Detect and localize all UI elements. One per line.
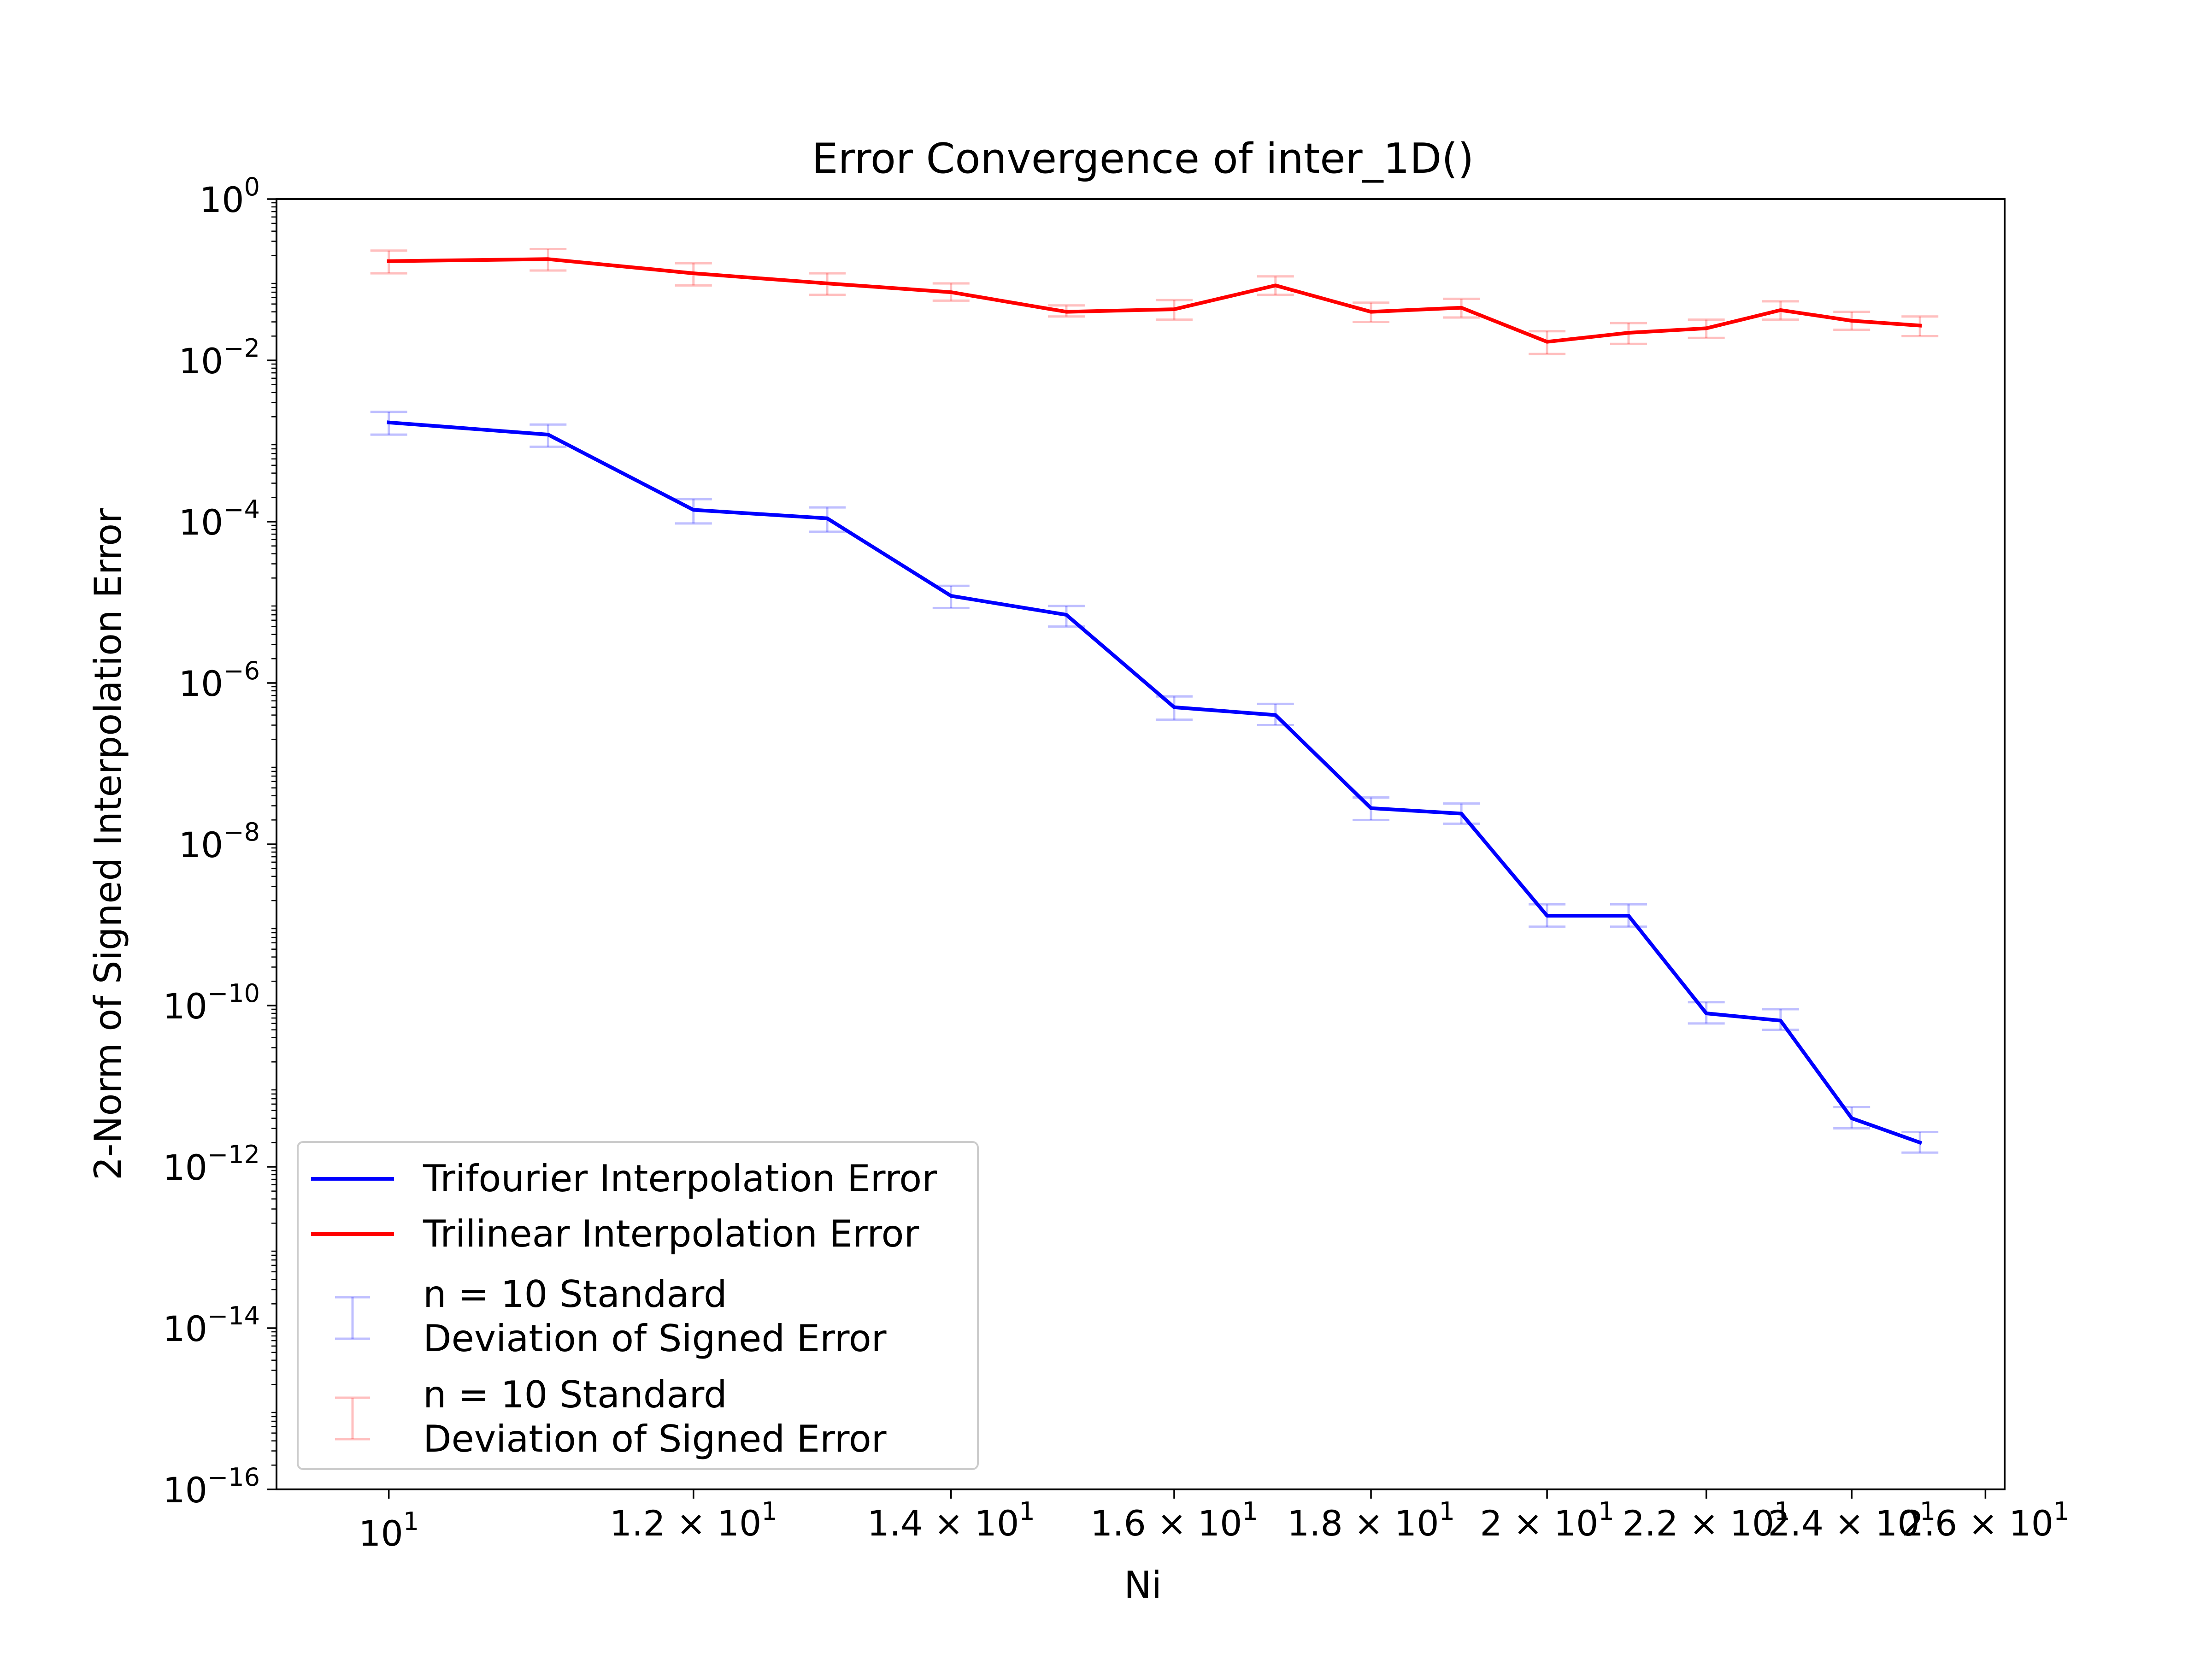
legend-label: Deviation of Signed Error (423, 1418, 887, 1460)
series-line-trilinear (387, 257, 1922, 344)
x-axis-label: Ni (1124, 1564, 1162, 1606)
legend-label: Trifourier Interpolation Error (423, 1157, 937, 1200)
y-tick-label: 10−16 (163, 1463, 260, 1511)
chart-title: Error Convergence of inter_1D() (812, 135, 1474, 183)
legend: Trifourier Interpolation Error Trilinear … (297, 1141, 979, 1470)
x-tick-label: 101 (359, 1507, 419, 1554)
y-tick-label: 10−12 (163, 1140, 260, 1188)
legend-label: n = 10 Standard (423, 1373, 727, 1416)
y-tick-label: 10−2 (179, 334, 260, 382)
x-axis-ticks: 101 1.2 × 101 1.4 × 101 1.6 × 101 1.8 × 101 2… (359, 1489, 2069, 1554)
x-tick-label: 2.2 × 101 (1623, 1497, 1790, 1544)
x-tick-label: 1.2 × 101 (610, 1497, 777, 1544)
y-tick-label: 100 (200, 172, 260, 220)
legend-label: Trilinear Interpolation Error (423, 1212, 919, 1255)
y-tick-label: 10−10 (163, 979, 260, 1027)
legend-label: Deviation of Signed Error (423, 1317, 887, 1360)
x-tick-label: 1.8 × 101 (1287, 1497, 1455, 1544)
y-tick-label: 10−4 (179, 495, 260, 543)
x-tick-label: 2.4 × 101 (1768, 1497, 1936, 1544)
y-axis-ticks: 100 10−2 10−4 10−6 10−8 10−10 10−12 10−14 10−16 (163, 172, 276, 1511)
x-tick-label: 2.6 × 101 (1901, 1497, 2069, 1544)
x-tick-label: 1.4 × 101 (867, 1497, 1035, 1544)
y-axis-label: 2-Norm of Signed Interpolation Error (87, 508, 129, 1180)
legend-errorbar-swatch (335, 1396, 370, 1441)
x-tick-label: 1.6 × 101 (1090, 1497, 1258, 1544)
legend-label: n = 10 Standard (423, 1273, 727, 1316)
x-tick-label: 2 × 101 (1480, 1497, 1614, 1544)
legend-box (297, 1141, 979, 1470)
y-tick-label: 10−8 (179, 818, 260, 865)
y-tick-label: 10−14 (163, 1301, 260, 1349)
series-line-trifourier (387, 420, 1923, 1145)
series-lines-layer (387, 257, 1923, 1145)
y-tick-label: 10−6 (179, 656, 260, 704)
legend-errorbar-swatch (335, 1296, 370, 1340)
